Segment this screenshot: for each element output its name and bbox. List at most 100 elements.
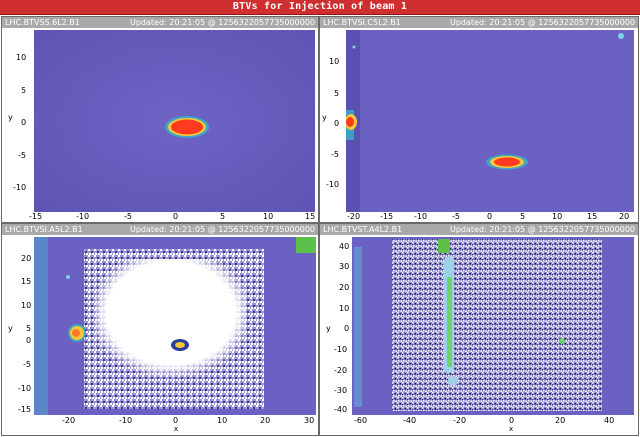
panel-header: LHC.BTVSS.6L2.B1 Updated: 20:21:05 @ 125… — [2, 17, 318, 28]
beam-image[interactable] — [34, 237, 316, 415]
y-tick: 10 — [339, 304, 350, 313]
hot-pixel — [352, 45, 356, 49]
x-tick: 20 — [260, 416, 271, 425]
y-tick: -5 — [23, 360, 31, 369]
window-title: BTVs for Injection of beam 1 — [232, 1, 408, 12]
y-tick: -10 — [18, 384, 32, 393]
y-tick: 40 — [339, 242, 350, 251]
panel-name: LHC.BTVSI.A5L2.B1 — [5, 225, 83, 234]
panel-header: LHC.BTVST.A4L2.B1 Updated: 20:21:05 @ 12… — [320, 224, 638, 235]
x-tick: 40 — [604, 416, 615, 425]
y-tick: 5 — [26, 324, 32, 333]
y-tick: 0 — [344, 324, 350, 333]
hot-pixel — [66, 275, 70, 279]
corner-spot — [296, 237, 316, 253]
x-tick: 5 — [220, 212, 226, 221]
x-tick: 20 — [555, 416, 566, 425]
y-tick: -5 — [18, 151, 26, 160]
panel-name: LHC.BTVST.A4L2.B1 — [323, 225, 403, 234]
y-tick: -20 — [334, 366, 348, 375]
x-tick: 5 — [520, 212, 526, 221]
x-tick: -60 — [354, 416, 368, 425]
y-tick: 20 — [21, 254, 32, 263]
streak-tail — [448, 377, 458, 385]
x-tick: -20 — [347, 212, 361, 221]
x-tick: -10 — [76, 212, 90, 221]
beam-core — [494, 157, 520, 167]
edge-spot-core — [346, 117, 354, 127]
panel-name: LHC.BTVSS.6L2.B1 — [5, 18, 80, 27]
btv-panel-a4l2[interactable]: LHC.BTVST.A4L2.B1 Updated: 20:21:05 @ 12… — [319, 223, 639, 436]
y-axis-label: y — [8, 113, 13, 122]
x-tick: 15 — [587, 212, 598, 221]
beam-core — [171, 119, 203, 135]
streak — [447, 277, 452, 367]
btv-panel-a5l2[interactable]: LHC.BTVSI.A5L2.B1 Updated: 20:21:05 @ 12… — [1, 223, 319, 436]
x-axis-label: x — [174, 425, 179, 433]
panel-updated: Updated: 20:21:05 @ 1256322057735000000 — [449, 225, 635, 234]
x-axis-label: x — [509, 425, 514, 433]
panel-header: LHC.BTVSI.A5L2.B1 Updated: 20:21:05 @ 12… — [2, 224, 318, 235]
y-tick: -10 — [326, 180, 340, 189]
x-tick: -15 — [29, 212, 43, 221]
y-tick: 10 — [329, 57, 340, 66]
window-title-bar: BTVs for Injection of beam 1 — [0, 0, 640, 15]
x-tick: 10 — [217, 416, 228, 425]
y-tick: 15 — [21, 277, 32, 286]
y-tick: 5 — [334, 89, 340, 98]
left-edge-band — [354, 247, 362, 407]
beam-image-svg — [346, 30, 634, 212]
x-tick: -10 — [414, 212, 428, 221]
panel-name: LHC.BTVSI.C5L2.B1 — [323, 18, 401, 27]
y-tick: -30 — [334, 386, 348, 395]
panel-header: LHC.BTVSI.C5L2.B1 Updated: 20:21:05 @ 12… — [320, 17, 638, 28]
panel-updated: Updated: 20:21:05 @ 1256322057735000000 — [129, 225, 315, 234]
btv-panel-ss6l2[interactable]: LHC.BTVSS.6L2.B1 Updated: 20:21:05 @ 125… — [1, 16, 319, 223]
y-tick: 20 — [339, 283, 350, 292]
x-tick: -5 — [124, 212, 132, 221]
x-tick: -20 — [62, 416, 76, 425]
left-edge-band — [34, 237, 48, 415]
edge-spot-core — [72, 329, 80, 337]
x-tick: -15 — [380, 212, 394, 221]
y-tick: -40 — [334, 405, 348, 414]
y-tick: -10 — [334, 345, 348, 354]
x-tick: 30 — [304, 416, 315, 425]
beam-spot — [559, 338, 565, 344]
y-axis-label: y — [322, 113, 327, 122]
btv-panel-c5l2[interactable]: LHC.BTVSI.C5L2.B1 Updated: 20:21:05 @ 12… — [319, 16, 639, 223]
y-tick: -5 — [331, 150, 339, 159]
beam-image-svg — [34, 237, 316, 415]
beam-image[interactable] — [346, 30, 634, 212]
x-tick: -10 — [119, 416, 133, 425]
beam-image-svg — [352, 237, 634, 415]
beam-core — [175, 342, 185, 348]
y-tick: 0 — [21, 118, 27, 127]
y-tick: -10 — [13, 183, 27, 192]
y-tick: 0 — [334, 119, 340, 128]
panel-updated: Updated: 20:21:05 @ 1256322057735000000 — [449, 18, 635, 27]
y-tick: 0 — [26, 336, 32, 345]
y-tick: 10 — [16, 53, 27, 62]
y-axis-label: y — [8, 324, 13, 333]
x-tick: 20 — [619, 212, 630, 221]
noise-region — [392, 239, 602, 411]
x-tick: 0 — [173, 212, 179, 221]
x-tick: -20 — [453, 416, 467, 425]
x-tick: -5 — [452, 212, 460, 221]
panel-updated: Updated: 20:21:05 @ 1256322057735000000 — [129, 18, 315, 27]
beam-image[interactable] — [34, 30, 315, 212]
hot-pixel — [618, 33, 624, 39]
y-tick: 10 — [21, 301, 32, 310]
x-tick: 15 — [305, 212, 316, 221]
x-axis-label: x — [490, 220, 494, 222]
x-tick: 10 — [552, 212, 563, 221]
x-tick: 0 — [173, 416, 179, 425]
y-tick: 5 — [21, 86, 27, 95]
y-axis-label: y — [326, 324, 331, 333]
x-tick: 0 — [487, 212, 493, 221]
beam-image[interactable] — [352, 237, 634, 415]
top-spot — [438, 239, 450, 253]
x-tick: 10 — [263, 212, 274, 221]
y-tick: 30 — [339, 262, 350, 271]
